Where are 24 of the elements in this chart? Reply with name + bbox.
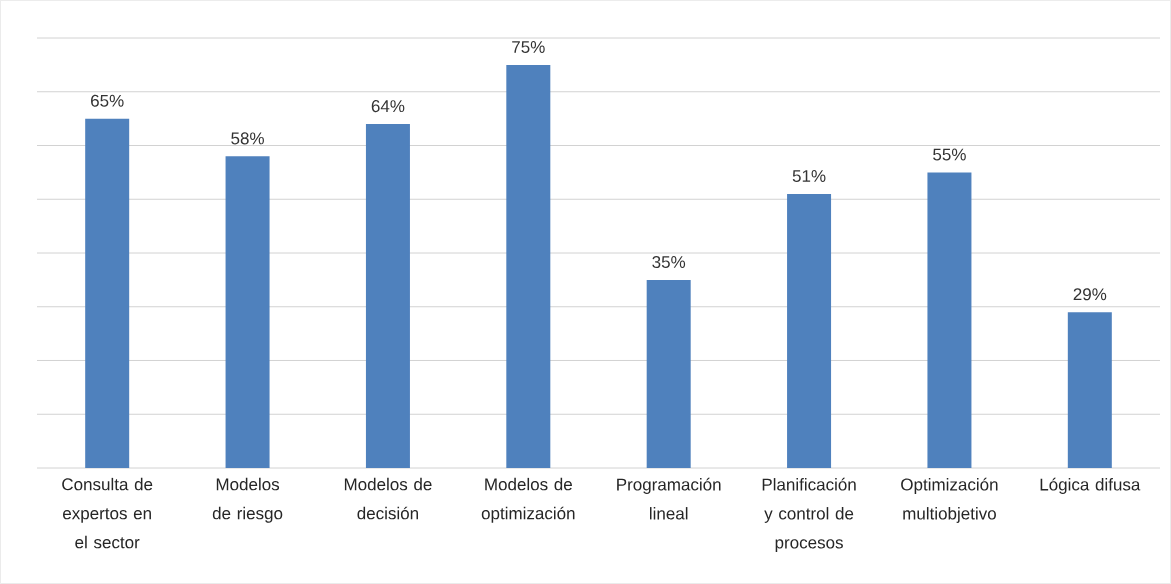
- bar: [225, 156, 270, 468]
- x-tick-label: Planificación y control de procesos: [762, 477, 856, 552]
- data-label: 64%: [371, 100, 405, 113]
- data-label: 55%: [933, 148, 966, 161]
- data-label: 65%: [91, 94, 124, 107]
- bar: [85, 118, 130, 468]
- x-tick-label: Modelos de optimización: [481, 477, 575, 523]
- data-label: 51%: [792, 170, 826, 183]
- bar: [646, 279, 691, 468]
- x-tick-label: Programación lineal: [617, 477, 721, 520]
- x-tick-label: Optimización multiobjetivo: [901, 477, 998, 523]
- x-tick-label: Modelos de riesgo: [212, 477, 283, 523]
- data-label: 58%: [231, 132, 264, 145]
- data-label: 29%: [1073, 288, 1107, 301]
- bar: [787, 193, 832, 468]
- bar: [1067, 312, 1112, 468]
- data-label: 35%: [652, 255, 686, 269]
- x-tick-label: Consulta de expertos en el sector: [62, 477, 153, 549]
- bar: [927, 172, 972, 468]
- x-tick-label: Modelos de decisión: [344, 477, 432, 520]
- x-tick-label: Lógica difusa: [1040, 477, 1141, 494]
- bar: [506, 64, 551, 468]
- bar: [365, 124, 410, 468]
- data-label: 75%: [512, 41, 545, 54]
